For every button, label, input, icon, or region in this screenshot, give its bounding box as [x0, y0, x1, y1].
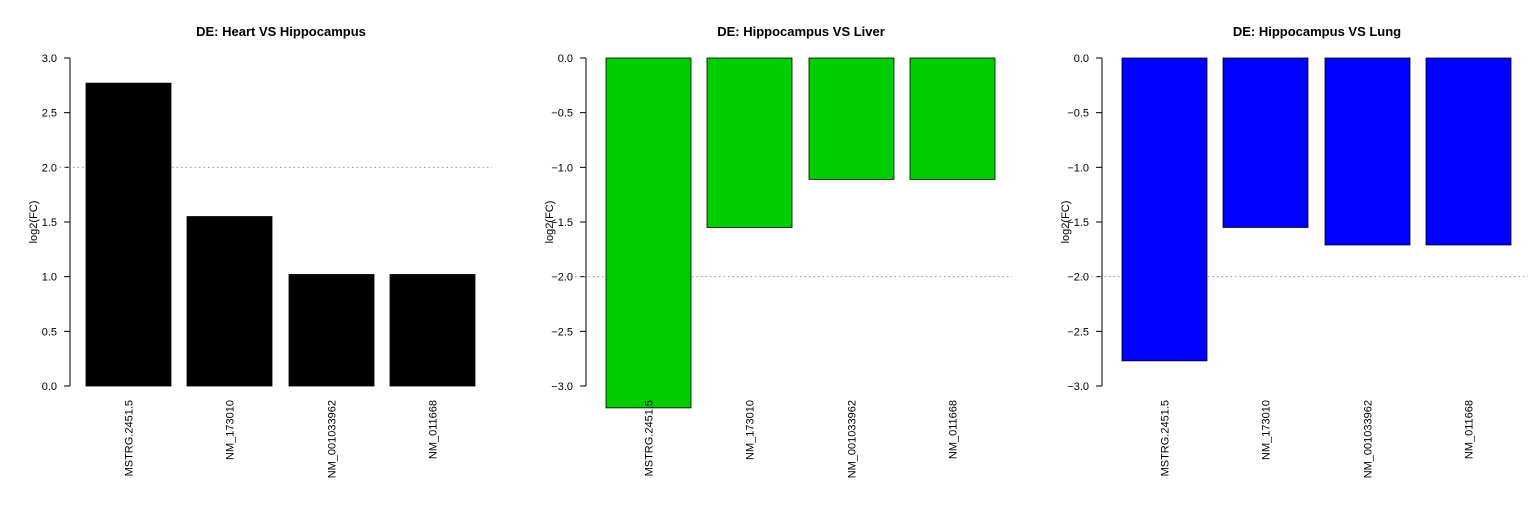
- y-tick-label: −3.0: [1067, 381, 1089, 393]
- y-tick-label: −1.0: [1067, 162, 1089, 174]
- bar-nm-001033962: [1324, 57, 1411, 246]
- y-tick-label: 1.5: [42, 217, 57, 229]
- y-tick-label: −2.5: [551, 326, 573, 338]
- y-tick-label: 0.0: [558, 53, 573, 65]
- category-label: NM_173010: [225, 400, 237, 460]
- bar-nm-011668: [1425, 57, 1512, 246]
- category-label: NM_001033962: [327, 400, 339, 478]
- chart-panel-1: DE: Heart VS Hippocampus 0.0 0.5 1.0 1.5 2.0 2…: [28, 24, 492, 478]
- y-axis-label: log2(FC): [28, 201, 40, 244]
- category-label: NM_173010: [745, 400, 757, 460]
- y-tick-label: −0.5: [551, 108, 573, 120]
- bar-nm-011668: [389, 274, 476, 387]
- y-tick-label: 2.5: [42, 108, 57, 120]
- bar-mstrg-2451-5: [1121, 57, 1208, 362]
- y-axis-label: log2(FC): [544, 201, 556, 244]
- y-tick-label: 2.0: [42, 162, 57, 174]
- category-label: NM_001033962: [847, 400, 859, 478]
- bar-nm-011668: [909, 57, 996, 180]
- bar-mstrg-2451-5: [85, 82, 172, 387]
- y-tick-label: 0.0: [1074, 53, 1089, 65]
- category-label: MSTRG.2451.5: [124, 400, 136, 476]
- category-label: MSTRG.2451.5: [644, 400, 656, 476]
- y-tick-label: 1.0: [42, 272, 57, 284]
- chart-title: DE: Heart VS Hippocampus: [196, 24, 366, 39]
- y-tick-label: −1.5: [1067, 217, 1089, 229]
- chart-title: DE: Hippocampus VS Lung: [1233, 24, 1401, 39]
- bar-nm-001033962: [288, 274, 375, 387]
- bar-nm-001033962: [808, 57, 895, 180]
- chart-panel-2: DE: Hippocampus VS Liver 0.0 −0.5 −1.0 −1.5 −…: [544, 24, 1012, 478]
- y-tick-label: −1.5: [551, 217, 573, 229]
- category-label: NM_173010: [1261, 400, 1273, 460]
- chart-title: DE: Hippocampus VS Liver: [717, 24, 885, 39]
- y-tick-label: −2.5: [1067, 326, 1089, 338]
- y-tick-label: −3.0: [551, 381, 573, 393]
- bar-nm-173010: [186, 216, 273, 387]
- category-label: NM_011668: [948, 400, 960, 459]
- y-tick-label: −1.0: [551, 162, 573, 174]
- y-tick-label: −2.0: [1067, 272, 1089, 284]
- y-tick-label: −2.0: [551, 272, 573, 284]
- bar-nm-173010: [1222, 57, 1309, 228]
- category-label: NM_001033962: [1363, 400, 1375, 478]
- bar-mstrg-2451-5: [605, 57, 692, 409]
- category-label: MSTRG.2451.5: [1160, 400, 1172, 476]
- y-tick-label: 0.0: [42, 381, 57, 393]
- y-tick-label: −0.5: [1067, 108, 1089, 120]
- category-label: NM_011668: [1464, 400, 1476, 459]
- y-axis-label: log2(FC): [1060, 201, 1072, 244]
- category-label: NM_011668: [428, 400, 440, 459]
- y-tick-label: 3.0: [42, 53, 57, 65]
- bar-nm-173010: [706, 57, 793, 228]
- chart-panel-3: DE: Hippocampus VS Lung 0.0 −0.5 −1.0 −1.5 −2…: [1060, 24, 1528, 478]
- y-tick-label: 0.5: [42, 326, 57, 338]
